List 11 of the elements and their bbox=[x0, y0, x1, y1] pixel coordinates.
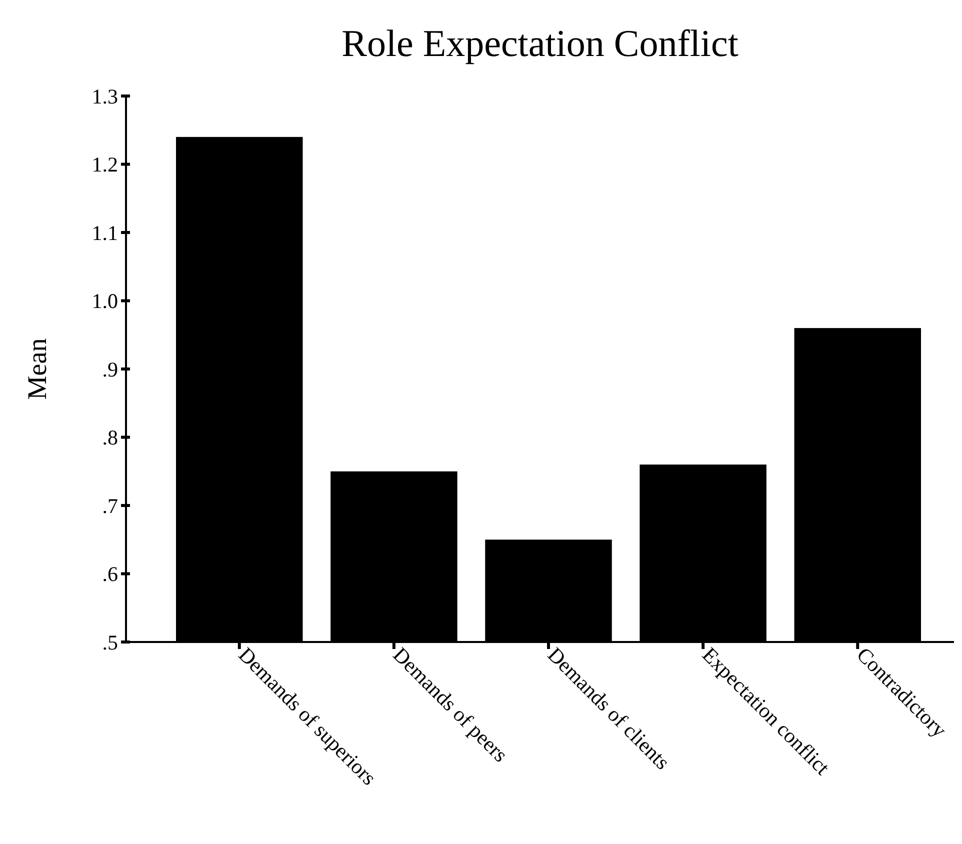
y-tick-label: 1.2 bbox=[92, 152, 118, 177]
y-tick-label: .5 bbox=[102, 630, 118, 654]
y-tick-label: .7 bbox=[102, 494, 118, 518]
y-tick-label: .9 bbox=[102, 357, 118, 382]
y-tick-label: .8 bbox=[102, 426, 118, 450]
y-tick-label: 1.3 bbox=[92, 84, 118, 108]
y-axis-title: Mean bbox=[22, 338, 52, 400]
y-tick-label: .6 bbox=[102, 562, 118, 586]
y-tick-label: 1.0 bbox=[92, 289, 118, 314]
y-tick-label: 1.1 bbox=[92, 220, 118, 245]
chart-title: Role Expectation Conflict bbox=[342, 23, 739, 65]
